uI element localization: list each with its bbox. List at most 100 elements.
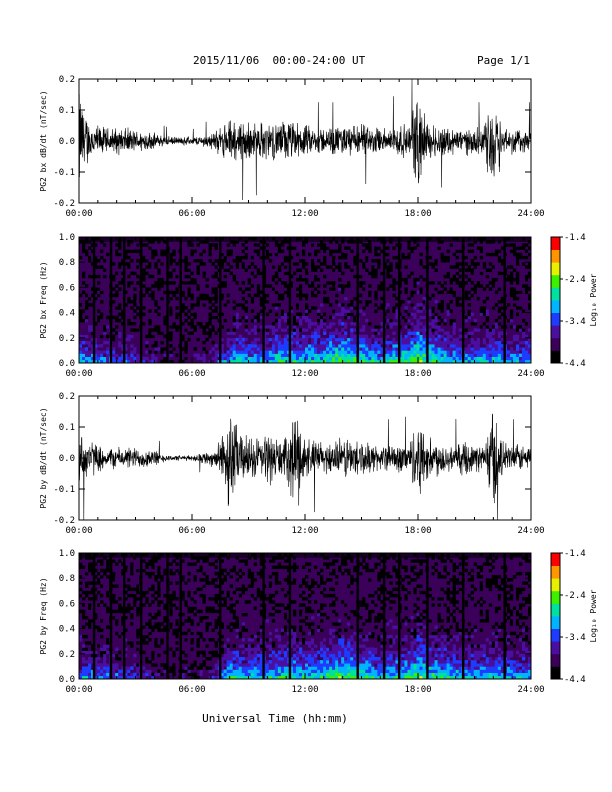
x-tick-label: 12:00 — [291, 209, 318, 219]
spectrogram-cell — [223, 318, 227, 323]
spectrogram-cell — [175, 647, 179, 651]
spectrogram-cell — [190, 243, 194, 247]
spectrogram-cell — [184, 631, 188, 636]
spectrogram-cell — [452, 356, 456, 361]
spectrogram-cell — [241, 296, 246, 301]
spectrogram-cell — [512, 353, 517, 357]
spectrogram-cell — [329, 281, 333, 285]
spectrogram-cell — [142, 356, 146, 361]
spectrogram-cell — [359, 312, 363, 317]
spectrogram-cell — [368, 249, 372, 254]
spectrogram-cell — [247, 675, 252, 680]
spectrogram-cell — [244, 353, 249, 357]
spectrogram-cell — [323, 246, 327, 250]
spectrogram-cell — [145, 600, 149, 604]
spectrogram-cell — [274, 334, 279, 339]
spectrogram-cell — [515, 337, 520, 342]
spectrogram-cell — [350, 268, 354, 272]
spectrogram-cell — [169, 353, 173, 357]
spectrogram-cell — [386, 287, 390, 291]
spectrogram-cell — [509, 265, 514, 269]
spectrogram-cell — [488, 300, 493, 304]
spectrogram-cell — [259, 350, 264, 354]
spectrogram-cell — [283, 271, 288, 276]
spectrogram-cell — [434, 284, 438, 288]
spectrogram-cell — [368, 315, 372, 320]
spectrogram-cell — [118, 634, 122, 639]
spectrogram-cell — [353, 356, 357, 361]
spectrogram-cell — [88, 565, 92, 570]
spectrogram-cell — [223, 259, 227, 263]
spectrogram-cell — [305, 306, 309, 310]
spectrogram-cell — [100, 559, 104, 563]
spectrogram-cell — [112, 328, 116, 332]
spectrogram-cell — [244, 612, 249, 617]
spectrogram-cell — [286, 347, 291, 351]
spectrogram-cell — [476, 334, 481, 339]
spectrogram-cell — [121, 340, 125, 345]
spectrogram-cell — [160, 259, 164, 263]
spectrogram-cell — [88, 344, 92, 348]
spectrogram-cell — [118, 344, 122, 348]
spectrogram-cell — [118, 318, 122, 323]
spectrogram-cell — [103, 350, 107, 354]
spectrogram-cell — [464, 350, 469, 354]
spectrogram-cell — [148, 631, 152, 636]
spectrogram-cell — [323, 331, 327, 335]
spectrogram-cell — [521, 309, 526, 313]
spectrogram-cell — [455, 277, 459, 282]
spectrogram-cell — [142, 565, 146, 570]
spectrogram-cell — [323, 328, 327, 332]
x-tick-label: 24:00 — [517, 209, 544, 219]
spectrogram-cell — [172, 590, 176, 595]
spectrogram-cell — [97, 315, 101, 320]
spectrogram-cell — [256, 356, 261, 361]
spectrogram-cell — [160, 575, 164, 579]
spectrogram-cell — [491, 252, 496, 257]
spectrogram-cell — [323, 274, 327, 279]
spectrogram-cell — [410, 353, 414, 357]
spectrogram-cell — [467, 287, 472, 291]
spectrogram-cell — [208, 287, 212, 291]
spectrogram-cell — [235, 300, 239, 304]
spectrogram-cell — [82, 565, 86, 570]
spectrogram-cell — [145, 590, 149, 595]
spectrogram-cell — [434, 277, 438, 282]
spectrogram-cell — [187, 274, 191, 279]
spectrogram-cell — [79, 669, 83, 673]
data-gap-stripe — [356, 237, 359, 363]
spectrogram-cell — [410, 255, 414, 260]
spectrogram-cell — [79, 609, 83, 614]
spectrogram-cell — [244, 653, 249, 658]
colorbar-segment — [551, 237, 560, 250]
spectrogram-cell — [344, 262, 348, 266]
spectrogram-cell — [106, 675, 110, 680]
spectrogram-cell — [509, 249, 514, 254]
spectrogram-cell — [277, 356, 282, 361]
spectrogram-cell — [437, 315, 441, 320]
spectrogram-cell — [464, 340, 469, 345]
spectrogram-cell — [473, 290, 478, 294]
spectrogram-cell — [488, 243, 493, 247]
spectrogram-cell — [94, 290, 98, 294]
spectrogram-cell — [82, 246, 86, 250]
spectrogram-cell — [265, 306, 270, 310]
spectrogram-cell — [440, 306, 444, 310]
spectrogram-cell — [467, 277, 472, 282]
spectrogram-cell — [106, 262, 110, 266]
spectrogram-cell — [220, 644, 224, 648]
spectrogram-cell — [247, 344, 252, 348]
spectrogram-cell — [91, 650, 95, 655]
spectrogram-cell — [196, 277, 200, 282]
data-gap-stripe — [382, 237, 386, 363]
spectrogram-cell — [347, 265, 351, 269]
spectrogram-cell — [283, 325, 288, 329]
spectrogram-cell — [380, 350, 384, 354]
spectrogram-cell — [130, 300, 134, 304]
spectrogram-cell — [386, 356, 390, 361]
spectrogram-cell — [193, 281, 197, 285]
spectrogram-cell — [244, 600, 249, 604]
spectrogram-cell — [157, 669, 161, 673]
spectrogram-cell — [314, 287, 318, 291]
spectrogram-cell — [259, 271, 264, 276]
